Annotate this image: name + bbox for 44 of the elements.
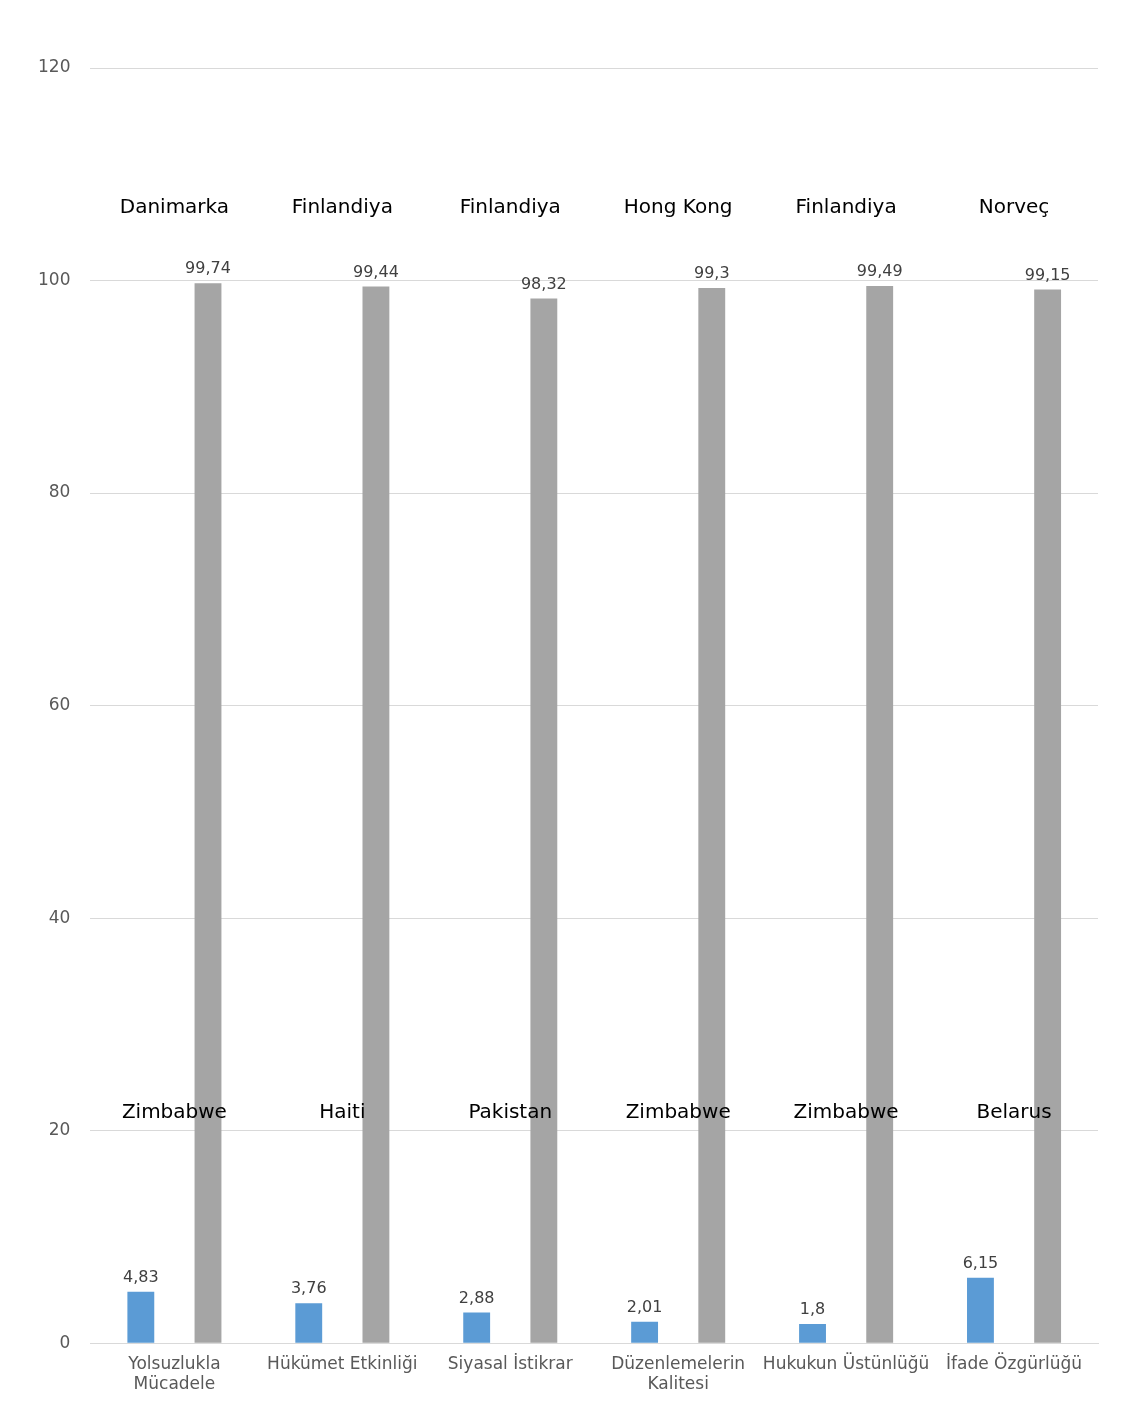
bar [295, 1303, 323, 1343]
bar [799, 1324, 826, 1343]
y-tick-label: 100 [37, 268, 71, 289]
annotation: Hong Kong [623, 194, 733, 219]
data-label: 99,74 [185, 258, 231, 278]
y-tick-label: 20 [48, 1119, 71, 1140]
y-tick-label: 80 [48, 481, 71, 502]
bar [631, 1321, 659, 1343]
x-tick-label: İfade Özgürlüğü [946, 1351, 1083, 1373]
annotation: Belarus [976, 1099, 1052, 1124]
annotation: Finlandiya [291, 194, 393, 219]
annotation: Haiti [319, 1099, 366, 1124]
data-label: 1,8 [799, 1299, 826, 1319]
data-label: 98,32 [520, 273, 567, 293]
data-label: 99,3 [693, 263, 730, 283]
data-label: 99,49 [856, 261, 903, 281]
x-tick-label: Hukukun Üstünlüğü [762, 1351, 930, 1373]
annotation: Norveç [978, 194, 1050, 219]
data-label: 2,88 [458, 1287, 495, 1307]
bar [362, 286, 390, 1343]
annotation: Zimbabwe [793, 1099, 899, 1124]
bar [127, 1291, 155, 1343]
y-tick-label: 40 [48, 906, 71, 927]
annotation: Finlandiya [459, 194, 561, 219]
data-label: 6,15 [962, 1253, 999, 1272]
annotation: Finlandiya [795, 194, 897, 219]
y-tick-label: 120 [37, 56, 71, 77]
data-label: 99,15 [1024, 264, 1071, 284]
data-label: 3,76 [290, 1278, 327, 1298]
annotation: Danimarka [119, 194, 230, 219]
x-tick-label: Siyasal İstikrar [447, 1352, 573, 1373]
x-tick-label: Düzenlemelerin Kalitesi [611, 1352, 746, 1394]
bar [967, 1277, 994, 1343]
x-tick-label: Hükümet Etkinliği [267, 1352, 418, 1373]
x-tick-label: Yolsuzlukla Mücadele [127, 1352, 221, 1394]
data-label: 2,01 [626, 1297, 663, 1316]
annotation: Zimbabwe [121, 1099, 227, 1124]
annotation: Zimbabwe [625, 1099, 731, 1124]
data-label: 99,44 [353, 261, 399, 281]
data-label: 4,83 [123, 1267, 159, 1287]
bar [463, 1312, 491, 1343]
annotation: Pakistan [468, 1099, 553, 1124]
y-tick-label: 0 [59, 1331, 71, 1352]
y-tick-label: 60 [48, 694, 71, 715]
